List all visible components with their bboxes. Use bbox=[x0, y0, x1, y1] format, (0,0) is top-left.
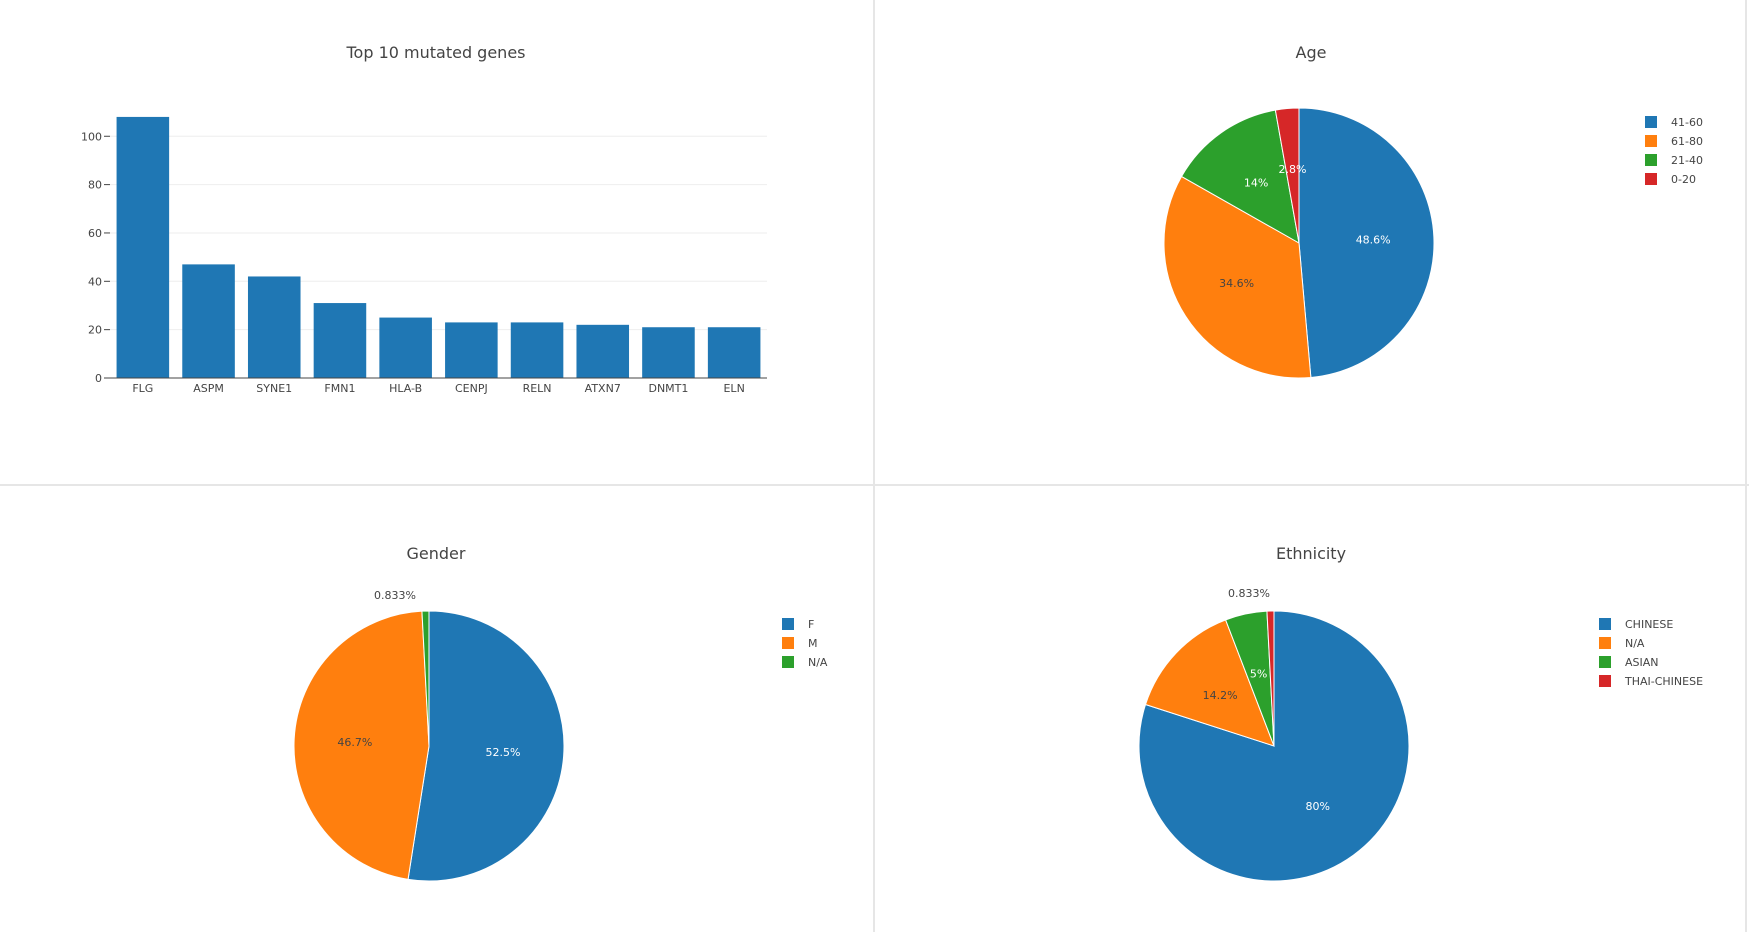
ethnicity-pie-chart: Ethnicity 80% 14.2% 5% 0.833% CHINESE N/A ASIAN… bbox=[1138, 544, 1703, 882]
chart-title: Ethnicity bbox=[1276, 544, 1346, 563]
bar-flg bbox=[116, 116, 170, 378]
legend-swatch bbox=[1645, 135, 1657, 147]
age-pie-chart: Age 48.6% 34.6% 14% 2.8% 41-60 61-80 21-40 0-20 bbox=[1163, 43, 1703, 379]
legend-label: CHINESE bbox=[1625, 618, 1673, 631]
bar-eln bbox=[707, 327, 761, 378]
chart-title: Top 10 mutated genes bbox=[345, 43, 525, 62]
x-tick-label: SYNE1 bbox=[256, 382, 292, 395]
legend-swatch bbox=[782, 618, 794, 630]
bar-atxn7 bbox=[576, 324, 630, 378]
slice-label: 52.5% bbox=[486, 746, 521, 759]
right-edge-divider bbox=[1745, 0, 1747, 932]
legend-swatch bbox=[782, 637, 794, 649]
legend-swatch bbox=[1599, 618, 1611, 630]
x-tick-label: ELN bbox=[723, 382, 744, 395]
y-tick-label: 80 bbox=[88, 179, 102, 192]
bar-aspm bbox=[182, 264, 235, 378]
slice-label: 0.833% bbox=[374, 589, 416, 602]
gender-pie-panel: Gender 52.5% 46.7% 0.833% F M N/A bbox=[0, 486, 873, 932]
slice-label: 14% bbox=[1244, 176, 1268, 189]
slice-label: 46.7% bbox=[337, 736, 372, 749]
legend-swatch bbox=[782, 656, 794, 668]
pie-slice-m bbox=[293, 610, 430, 880]
bar-chart-panel: Top 10 mutated genes 0 20 40 60 80 100 FLG ASPM S… bbox=[0, 0, 873, 484]
legend-label: N/A bbox=[1625, 637, 1645, 650]
legend-label: F bbox=[808, 618, 814, 631]
pie-slice-21-40 bbox=[1180, 109, 1300, 244]
slice-label: 80% bbox=[1305, 800, 1329, 813]
pie-slice-thai-chinese bbox=[1266, 610, 1275, 747]
y-tick-label: 60 bbox=[88, 227, 102, 240]
legend-swatch bbox=[1645, 154, 1657, 166]
legend-label: THAI-CHINESE bbox=[1624, 675, 1703, 688]
x-tick-label: FMN1 bbox=[324, 382, 355, 395]
bar-cenpj bbox=[445, 322, 498, 378]
legend-swatch bbox=[1599, 656, 1611, 668]
x-tick-label: RELN bbox=[523, 382, 552, 395]
gender-pie-chart: Gender 52.5% 46.7% 0.833% FM N/A bbox=[293, 544, 828, 882]
bar-hla-b bbox=[379, 317, 432, 378]
bar-fmn1 bbox=[313, 303, 367, 378]
pie-slice-n-a bbox=[1144, 619, 1275, 747]
bar-reln bbox=[510, 322, 564, 378]
y-tick-label: 0 bbox=[95, 372, 102, 385]
horizontal-divider bbox=[0, 484, 1749, 486]
slice-label: 34.6% bbox=[1219, 277, 1254, 290]
pie-slice-f bbox=[407, 610, 565, 882]
legend-label: 61-80 bbox=[1671, 135, 1703, 148]
pie-slice-n-a bbox=[421, 610, 430, 747]
mutated-genes-bar-chart: Top 10 mutated genes 0 20 40 60 80 100 FLG ASPM S… bbox=[81, 43, 767, 395]
legend-label: N/A bbox=[808, 656, 828, 669]
pie-slice-41-60 bbox=[1298, 107, 1435, 379]
legend-swatch bbox=[1599, 675, 1611, 687]
x-tick-label: FLG bbox=[132, 382, 153, 395]
x-tick-label: CENPJ bbox=[455, 382, 488, 395]
pie-slice-0-20 bbox=[1274, 107, 1300, 244]
legend-swatch bbox=[1645, 116, 1657, 128]
legend-label: 41-60 bbox=[1671, 116, 1703, 129]
chart-title: Gender bbox=[407, 544, 466, 563]
bar-syne1 bbox=[247, 276, 301, 378]
legend-label: 0-20 bbox=[1671, 173, 1696, 186]
bar-dnmt1 bbox=[642, 327, 695, 378]
slice-label: 2.8% bbox=[1279, 163, 1307, 176]
y-tick-label: 100 bbox=[81, 130, 102, 143]
x-tick-label: ASPM bbox=[193, 382, 224, 395]
x-tick-label: DNMT1 bbox=[648, 382, 688, 395]
chart-title: Age bbox=[1296, 43, 1327, 62]
y-tick-label: 40 bbox=[88, 275, 102, 288]
age-pie-panel: Age 48.6% 34.6% 14% 2.8% 41-60 61-80 21-40 0-20 bbox=[875, 0, 1745, 484]
x-tick-label: HLA-B bbox=[389, 382, 422, 395]
legend-swatch bbox=[1599, 637, 1611, 649]
y-tick-label: 20 bbox=[88, 324, 102, 337]
legend-swatch bbox=[1645, 173, 1657, 185]
slice-label: 5% bbox=[1250, 667, 1267, 680]
slice-label: 48.6% bbox=[1356, 234, 1391, 247]
vertical-divider bbox=[873, 0, 875, 932]
legend-label: M bbox=[808, 637, 818, 650]
pie-slice-61-80 bbox=[1163, 175, 1312, 379]
slice-label: 14.2% bbox=[1203, 689, 1238, 702]
legend-label: 21-40 bbox=[1671, 154, 1703, 167]
slice-label: 0.833% bbox=[1228, 587, 1270, 600]
x-tick-label: ATXN7 bbox=[585, 382, 621, 395]
ethnicity-pie-panel: Ethnicity 80% 14.2% 5% 0.833% CHINESE N/A ASIAN… bbox=[875, 486, 1745, 932]
legend-label: ASIAN bbox=[1625, 656, 1659, 669]
